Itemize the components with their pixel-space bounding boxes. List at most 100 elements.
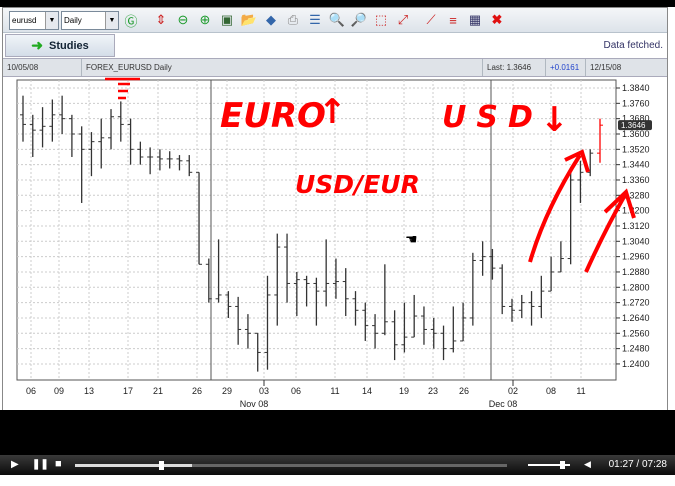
annotation-usd: USD (442, 100, 543, 135)
x-tick-label: 23 (428, 386, 438, 396)
y-tick-label: 1.2960 (622, 252, 650, 262)
x-tick-label: 11 (330, 386, 339, 396)
pause-icon[interactable]: ❚❚ (32, 459, 49, 470)
studies-button[interactable]: ➜ Studies (5, 34, 115, 57)
delete-icon[interactable]: ✖ (491, 12, 503, 27)
underline-annotation (105, 77, 140, 100)
hand-cursor-icon: ☚ (405, 231, 418, 247)
y-tick-label: 1.3120 (622, 221, 650, 231)
hline-icon[interactable]: ≡ (449, 12, 457, 28)
zoom-out-icon[interactable]: 🔎 (350, 12, 368, 27)
ohlc-chart[interactable]: 1.3840 1.3760 1.3680 1.3600 1.3520 1.3440 1.33… (3, 77, 667, 410)
chart-area[interactable]: 1.3840 1.3760 1.3680 1.3600 1.3520 1.3440 1.33… (3, 77, 667, 410)
video-player-controls: ▶ ❚❚ ■ ◀ 01:27 / 07:28 (0, 455, 675, 475)
y-tick-label: 1.3280 (622, 190, 650, 200)
symbol-value: eurusd (12, 15, 37, 25)
arrow-down-icon: ↓ (540, 100, 569, 140)
last-price-marker (618, 120, 652, 131)
price-change: +0.0161 (546, 59, 586, 76)
x-tick-label: 29 (222, 386, 232, 396)
x-tick-label: 26 (192, 386, 202, 396)
interval-value: Daily (64, 15, 82, 25)
save-icon[interactable]: ◆ (266, 12, 276, 27)
x-tick-label: 13 (84, 386, 94, 396)
window-top-bar (0, 0, 675, 7)
y-tick-label: 1.3680 (622, 114, 650, 124)
x-tick-label: 08 (546, 386, 556, 396)
charting-app: eurusd ▼ Daily ▼ Ⓖ ⇕ ⊖ ⊕ ▣ 📂 ◆ ⎙ ☰ 🔍 🔎 ⬚ ⤢… (2, 7, 668, 410)
symbol-select[interactable]: eurusd ▼ (9, 10, 59, 30)
stop-icon[interactable]: ■ (55, 458, 62, 470)
x-tick-label: 19 (399, 386, 409, 396)
y-tick-label: 1.3040 (622, 236, 650, 246)
studies-label: Studies (49, 39, 89, 52)
y-tick-label: 1.2640 (622, 313, 650, 323)
video-black-area (0, 410, 675, 455)
chart-title: FOREX_EURUSD Daily (82, 59, 483, 76)
fit-icon[interactable]: ⤢ (397, 12, 409, 27)
arrow-annotation-1 (528, 149, 590, 263)
x-tick-label: 11 (576, 386, 585, 396)
y-tick-label: 1.3360 (622, 175, 650, 185)
start-date: 10/05/08 (3, 59, 82, 76)
y-tick-label: 1.3520 (622, 144, 650, 154)
x-tick-label: 14 (362, 386, 372, 396)
volume-slider[interactable] (528, 461, 570, 469)
chevron-down-icon[interactable]: ▼ (105, 11, 118, 29)
info-bar: 10/05/08 FOREX_EURUSD Daily Last: 1.3646… (3, 58, 667, 77)
draw-line-icon[interactable]: ⟋ (426, 12, 436, 27)
speaker-icon[interactable]: ◀ (584, 459, 591, 469)
status-text: Data fetched. (603, 40, 663, 51)
annotation-euro: EURO (220, 96, 326, 136)
last-price: Last: 1.3646 (483, 59, 546, 76)
y-tick-label: 1.3760 (622, 98, 650, 108)
go-icon[interactable]: Ⓖ (124, 13, 138, 29)
x-tick-label: 02 (508, 386, 518, 396)
y-tick-label: 1.2880 (622, 267, 650, 277)
x-tick-label: 06 (26, 386, 36, 396)
plot-frame (16, 79, 617, 381)
y-tick-label: 1.2720 (622, 298, 650, 308)
y-tick-label: 1.3440 (622, 160, 650, 170)
y-tick-label: 1.3840 (622, 83, 650, 93)
month-label: Dec 08 (489, 399, 518, 409)
chevron-down-icon[interactable]: ▼ (45, 11, 58, 29)
end-date: 12/15/08 (590, 63, 622, 72)
y-tick-label: 1.2800 (622, 282, 650, 292)
x-tick-label: 03 (259, 386, 269, 396)
print-icon[interactable]: ⎙ (287, 12, 299, 27)
x-tick-label: 09 (54, 386, 64, 396)
arrow-annotation-2 (584, 188, 636, 273)
last-price-label: 1.3646 (621, 121, 646, 130)
arrow-up-icon: ↑ (318, 92, 347, 132)
seek-handle[interactable] (159, 461, 165, 470)
y-tick-label: 1.2400 (622, 359, 650, 369)
volume-handle[interactable] (560, 461, 565, 469)
interval-select[interactable]: Daily ▼ (61, 10, 119, 30)
playback-time: 01:27 / 07:28 (608, 459, 667, 470)
buffered-fill (75, 464, 192, 467)
x-tick-label: 26 (459, 386, 469, 396)
arrow-right-icon: ➜ (31, 37, 43, 53)
chart-icon[interactable]: ▣ (220, 12, 234, 27)
zoom-in-icon[interactable]: 🔍 (328, 12, 346, 27)
annotation-arrows: ☚ (105, 77, 636, 273)
list-icon[interactable]: ☰ (309, 12, 321, 27)
open-icon[interactable]: 📂 (240, 12, 258, 27)
zoom-box-icon[interactable]: ⬚ (374, 12, 388, 27)
play-icon[interactable]: ▶ (11, 459, 19, 470)
up-down-icon[interactable]: ⇕ (155, 12, 167, 27)
studies-row: ➜ Studies Data fetched. (3, 32, 667, 58)
month-label: Nov 08 (240, 399, 269, 409)
annotation-usd-eur: USD/EUR (295, 170, 420, 199)
y-tick-label: 1.3600 (622, 129, 650, 139)
x-tick-label: 06 (291, 386, 301, 396)
x-tick-label: 21 (153, 386, 163, 396)
y-tick-label: 1.2480 (622, 344, 650, 354)
forward-icon[interactable]: ⊕ (199, 12, 211, 27)
back-icon[interactable]: ⊖ (177, 12, 189, 27)
x-tick-label: 17 (123, 386, 133, 396)
seek-bar[interactable] (75, 461, 507, 470)
grid-icon[interactable]: ▦ (468, 12, 482, 27)
y-tick-label: 1.2560 (622, 328, 650, 338)
